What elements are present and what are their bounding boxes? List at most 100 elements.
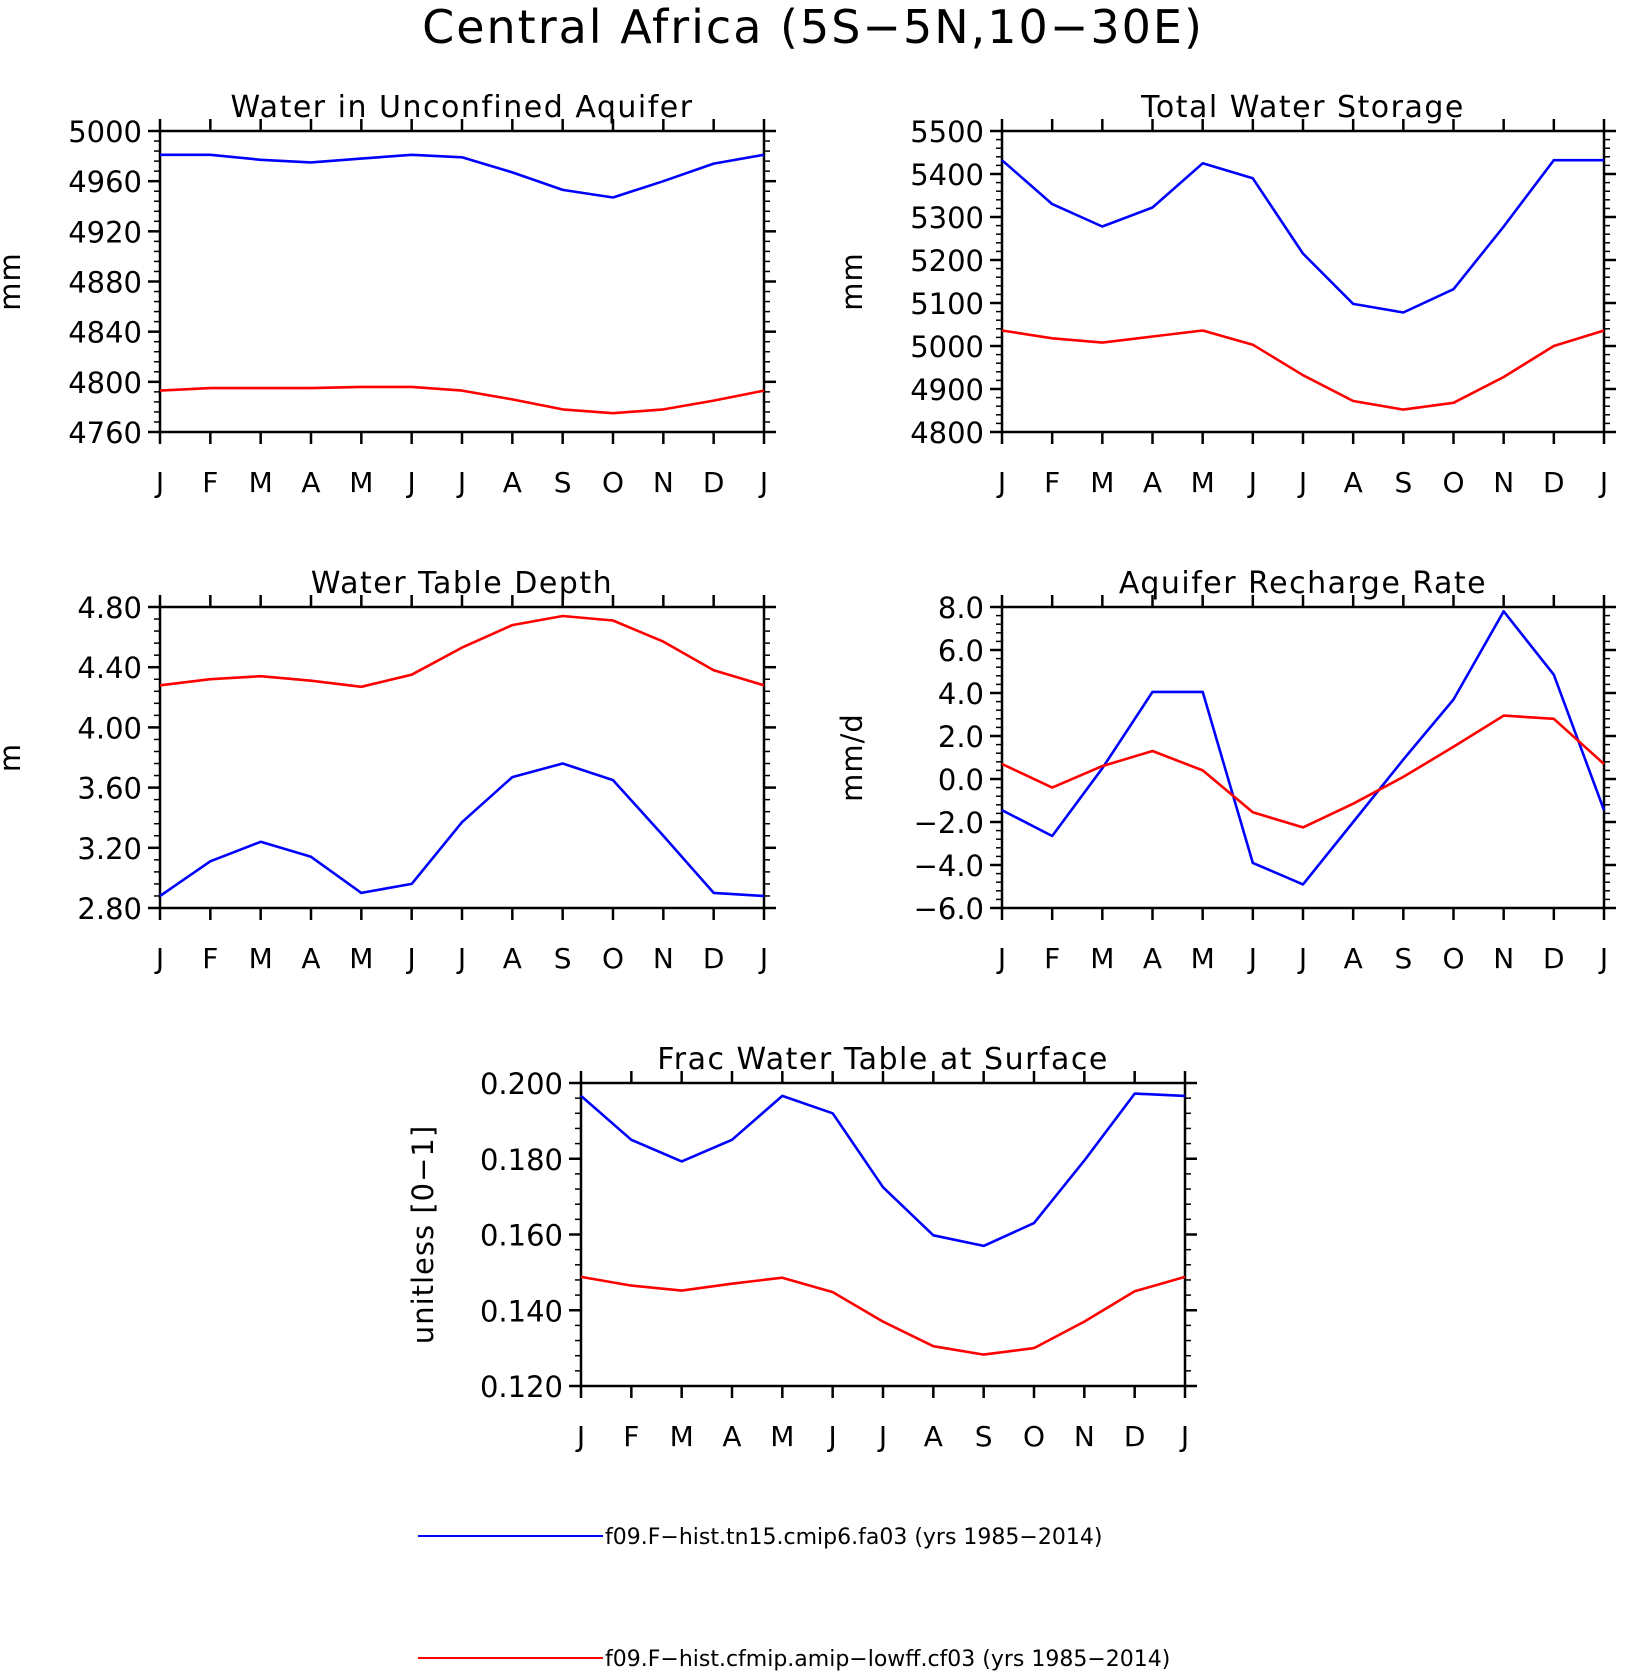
y-tick-label: 4800: [910, 416, 984, 450]
figure-title: Central Africa (5S−5N,10−30E): [422, 0, 1204, 54]
x-tick-label: N: [1493, 942, 1514, 975]
series-line-2: [159, 614, 765, 689]
x-tick-label: S: [975, 1420, 993, 1453]
y-tick-label: 2.0: [938, 720, 984, 754]
series-line-1: [160, 153, 765, 199]
y-tick-label: 6.0: [938, 634, 984, 668]
x-tick-label: O: [1442, 942, 1464, 975]
x-tick-label: J: [154, 466, 164, 499]
y-tick-label: 8.0: [938, 591, 984, 625]
y-tick-label: 4960: [68, 165, 142, 199]
y-tick-label: −6.0: [914, 892, 984, 926]
y-tick-label: 0.120: [480, 1370, 563, 1404]
x-tick-label: M: [1090, 466, 1114, 499]
x-tick-label: J: [456, 942, 466, 975]
x-tick-label: J: [758, 942, 768, 975]
x-tick-label: F: [1044, 942, 1060, 975]
y-tick-label: 0.200: [480, 1067, 563, 1101]
legend: f09.F−hist.tn15.cmip6.fa03 (yrs 1985−201…: [418, 1525, 1170, 1671]
x-tick-label: J: [996, 942, 1006, 975]
x-tick-label: J: [758, 466, 768, 499]
chart-aquifer-water: Water in Unconfined Aquifermm47604800484…: [0, 90, 776, 499]
x-tick-label: M: [1090, 942, 1114, 975]
x-tick-label: J: [406, 942, 416, 975]
x-tick-label: J: [1598, 942, 1608, 975]
y-tick-label: 4.0: [938, 677, 984, 711]
y-tick-label: 5500: [910, 115, 984, 149]
chart-recharge-rate: Aquifer Recharge Ratemm/d−6.0−4.0−2.00.0…: [835, 566, 1616, 975]
x-tick-label: J: [406, 466, 416, 499]
y-axis-label: m: [0, 743, 27, 772]
plot-frame: [579, 1081, 1187, 1388]
x-tick-label: A: [301, 942, 320, 975]
series-line-2: [1001, 714, 1605, 829]
y-tick-label: 4.80: [77, 591, 142, 625]
x-tick-label: J: [1179, 1420, 1189, 1453]
x-tick-label: A: [1344, 466, 1363, 499]
x-tick-label: F: [623, 1420, 639, 1453]
y-tick-label: 4.40: [77, 651, 142, 685]
x-tick-label: F: [202, 942, 218, 975]
y-tick-label: 0.0: [938, 763, 984, 797]
x-tick-label: J: [827, 1420, 837, 1453]
x-tick-label: A: [1143, 942, 1162, 975]
y-tick-label: 3.20: [77, 832, 142, 866]
y-tick-label: 3.60: [77, 772, 142, 806]
series-line-1: [580, 1092, 1186, 1248]
x-tick-label: N: [653, 466, 674, 499]
y-tick-label: −4.0: [914, 849, 984, 883]
x-tick-label: S: [554, 466, 572, 499]
y-axis-label: mm: [835, 252, 869, 311]
y-tick-label: 4920: [68, 215, 142, 249]
series-line-2: [580, 1275, 1186, 1356]
x-tick-label: S: [1394, 466, 1412, 499]
x-tick-label: A: [503, 942, 522, 975]
x-tick-label: J: [1297, 466, 1307, 499]
y-tick-label: 0.140: [480, 1294, 563, 1328]
y-tick-label: 4.00: [77, 711, 142, 745]
y-tick-label: 5100: [910, 287, 984, 321]
x-tick-label: O: [1442, 466, 1464, 499]
x-tick-label: M: [349, 466, 373, 499]
y-axis-label: mm/d: [835, 713, 869, 802]
chart-water-table-depth: Water Table Depthm2.803.203.604.004.404.…: [0, 566, 776, 975]
series-line-1: [1001, 609, 1606, 886]
x-tick-label: M: [1191, 942, 1215, 975]
y-axis-label: mm: [0, 252, 27, 311]
x-tick-label: M: [249, 942, 273, 975]
y-tick-label: 0.160: [480, 1219, 563, 1253]
x-tick-label: J: [877, 1420, 887, 1453]
x-tick-label: A: [1143, 466, 1162, 499]
x-tick-label: J: [575, 1420, 585, 1453]
plot-frame: [1000, 605, 1606, 910]
y-tick-label: 5300: [910, 201, 984, 235]
x-tick-label: J: [456, 466, 466, 499]
x-tick-label: M: [249, 466, 273, 499]
x-tick-label: D: [1124, 1420, 1146, 1453]
chart-total-water-storage: Total Water Storagemm4800490050005100520…: [835, 90, 1616, 499]
plot-frame: [1000, 129, 1606, 434]
x-tick-label: D: [1543, 942, 1565, 975]
x-tick-label: A: [503, 466, 522, 499]
x-tick-label: A: [924, 1420, 943, 1453]
x-tick-label: A: [1344, 942, 1363, 975]
x-tick-label: J: [1247, 942, 1257, 975]
y-tick-label: 5200: [910, 244, 984, 278]
x-tick-label: O: [602, 466, 624, 499]
x-tick-label: N: [653, 942, 674, 975]
x-tick-label: J: [1297, 942, 1307, 975]
x-tick-label: D: [703, 942, 725, 975]
x-tick-label: J: [1247, 466, 1257, 499]
legend-label-series-1: f09.F−hist.tn15.cmip6.fa03 (yrs 1985−201…: [605, 1525, 1102, 1550]
series-line-1: [159, 762, 765, 898]
x-tick-label: O: [1023, 1420, 1045, 1453]
panels-group: Water in Unconfined Aquifermm47604800484…: [0, 90, 1616, 1453]
y-tick-label: 4760: [68, 416, 142, 450]
series-line-2: [159, 385, 765, 415]
y-tick-label: 4880: [68, 266, 142, 300]
x-tick-label: S: [1394, 942, 1412, 975]
y-tick-label: 4800: [68, 366, 142, 400]
x-tick-label: J: [996, 466, 1006, 499]
